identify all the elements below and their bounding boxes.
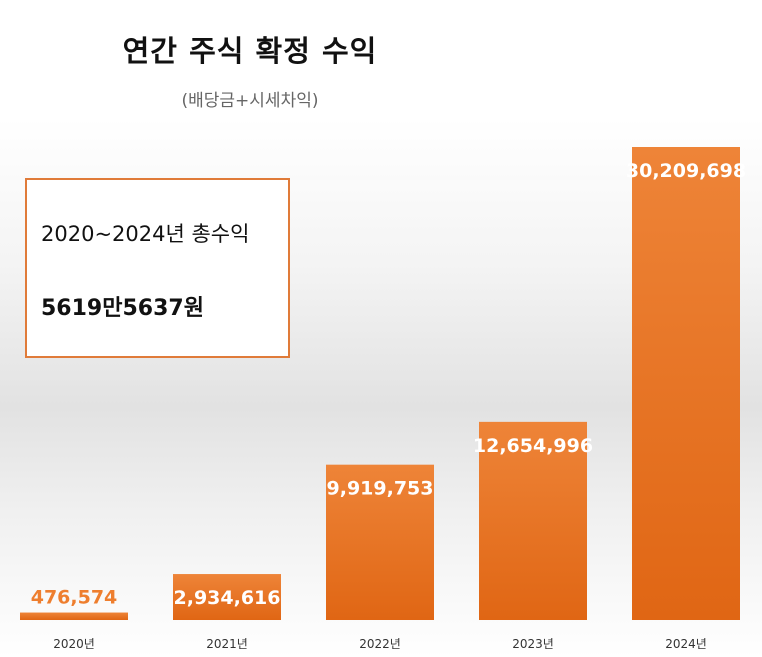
x-tick-label-3: 2023년 <box>512 637 554 651</box>
bar-value-label-1: 2,934,616 <box>174 587 281 609</box>
bar-1 <box>173 574 281 620</box>
summary-value: 5619만5637원 <box>41 296 204 321</box>
value-labels-group: 476,574 2,934,616 9,919,753 12,654,996 30,20… <box>31 160 746 609</box>
bar-4 <box>632 147 740 620</box>
x-tick-label-0: 2020년 <box>53 637 95 651</box>
bar-value-label-2: 9,919,753 <box>327 478 434 500</box>
bar-value-label-3: 12,654,996 <box>473 435 593 457</box>
x-tick-label-2: 2022년 <box>359 637 401 651</box>
chart-title: 연간 주식 확정 수익 <box>122 34 378 68</box>
x-tick-label-4: 2024년 <box>665 637 707 651</box>
bar-0 <box>20 612 128 620</box>
tick-labels-group: 2020년 2021년 2022년 2023년 2024년 <box>53 637 707 651</box>
summary-label: 2020~2024년 총수익 <box>41 222 250 246</box>
summary-box: 2020~2024년 총수익 5619만5637원 <box>25 178 290 358</box>
chart-subtitle: (배당금+시세차익) <box>181 91 319 111</box>
x-tick-label-1: 2021년 <box>206 637 248 651</box>
bar-2 <box>326 464 434 620</box>
bar-value-label-4: 30,209,698 <box>626 160 746 182</box>
bar-value-label-0: 476,574 <box>31 587 118 609</box>
bar-3 <box>479 421 587 620</box>
bars-group <box>20 147 740 620</box>
